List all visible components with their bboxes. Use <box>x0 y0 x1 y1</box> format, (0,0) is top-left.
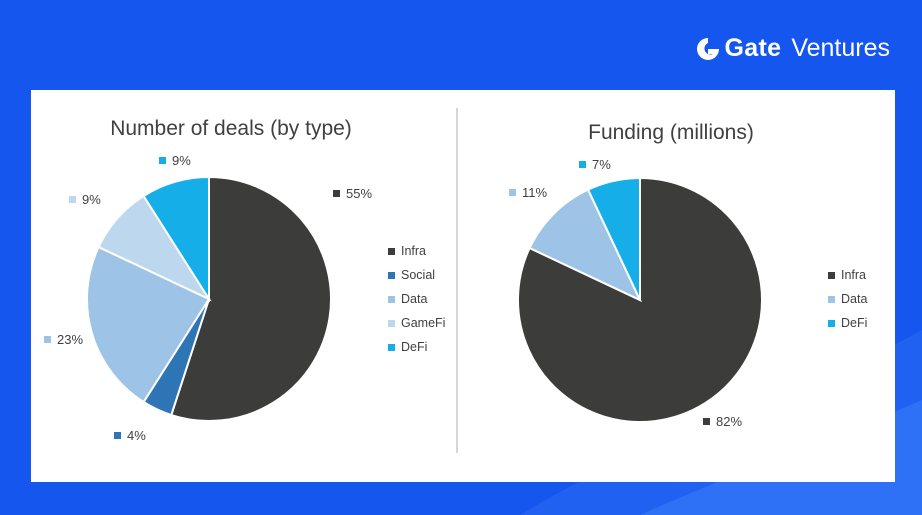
deals-chart-title: Number of deals (by type) <box>110 117 352 140</box>
deals-legend-label-gamefi: GameFi <box>401 316 446 330</box>
funding-data-label-data: 11% <box>509 185 547 200</box>
deals-data-label-data: 23% <box>44 332 83 347</box>
deals-data-label-marker-social <box>114 432 121 439</box>
funding-legend-item-infra: Infra <box>828 263 867 287</box>
deals-legend-item-infra: Infra <box>388 239 445 263</box>
deals-legend-swatch-social <box>388 271 395 279</box>
deals-legend-label-defi: DeFi <box>401 340 428 354</box>
deals-slice-data <box>86 245 211 404</box>
charts-panel: Number of deals (by type) Funding (milli… <box>31 90 895 482</box>
deals-data-label-gamefi: 9% <box>69 192 101 207</box>
funding-data-label-text-data: 11% <box>522 185 547 200</box>
deals-data-label-defi: 9% <box>159 153 191 168</box>
funding-legend-swatch-defi <box>828 319 835 327</box>
funding-legend-label-data: Data <box>841 292 868 306</box>
deals-data-label-text-data: 23% <box>57 332 83 347</box>
deals-legend-label-infra: Infra <box>401 244 427 258</box>
deals-slice-infra <box>170 175 332 422</box>
deals-legend-label-data: Data <box>401 292 428 306</box>
brand-name: Gate <box>724 34 782 62</box>
funding-legend-label-infra: Infra <box>841 268 867 282</box>
funding-slice-data <box>528 188 643 303</box>
funding-data-label-text-infra: 82% <box>716 414 742 429</box>
deals-legend-swatch-data <box>388 295 395 303</box>
brand-header: Gate Ventures <box>695 34 890 63</box>
funding-data-label-infra: 82% <box>703 414 742 429</box>
deals-legend: Infra Social Data GameFi DeFi <box>388 239 445 359</box>
deals-data-label-text-social: 4% <box>127 428 146 443</box>
brand-suffix: Ventures <box>791 34 890 62</box>
panel-divider <box>456 108 458 453</box>
deals-legend-item-gamefi: GameFi <box>388 311 445 335</box>
funding-legend-swatch-infra <box>828 271 835 279</box>
deals-data-label-social: 4% <box>114 428 146 443</box>
deals-data-label-text-defi: 9% <box>172 153 191 168</box>
deals-data-label-text-gamefi: 9% <box>82 192 101 207</box>
gate-logo-icon <box>696 37 719 60</box>
deals-legend-swatch-defi <box>388 343 395 351</box>
deals-pie-chart: 55% 4% 23% 9% 9% <box>44 153 372 443</box>
funding-data-label-marker-defi <box>579 161 586 168</box>
funding-legend-swatch-data <box>828 295 835 303</box>
deals-data-label-marker-gamefi <box>69 196 76 203</box>
funding-slice-defi <box>586 176 641 301</box>
funding-legend-item-data: Data <box>828 287 867 311</box>
deals-data-label-infra: 55% <box>333 186 372 201</box>
funding-data-label-text-defi: 7% <box>592 157 611 172</box>
deals-legend-swatch-gamefi <box>388 319 395 327</box>
funding-pie-chart: 82% 11% 7% <box>509 157 763 429</box>
deals-legend-label-social: Social <box>401 268 436 282</box>
deals-data-label-marker-data <box>44 336 51 343</box>
funding-legend-label-defi: DeFi <box>841 316 868 330</box>
deals-legend-item-defi: DeFi <box>388 335 445 359</box>
funding-data-label-defi: 7% <box>579 157 611 172</box>
funding-data-label-marker-infra <box>703 418 710 425</box>
deals-legend-item-social: Social <box>388 263 445 287</box>
deals-data-label-marker-infra <box>333 190 340 197</box>
deals-legend-item-data: Data <box>388 287 445 311</box>
deals-data-label-text-infra: 55% <box>346 186 372 201</box>
deals-legend-swatch-infra <box>388 247 395 255</box>
funding-legend-item-defi: DeFi <box>828 311 867 335</box>
funding-data-label-marker-data <box>509 189 516 196</box>
deals-slice-defi <box>142 175 210 303</box>
funding-legend: Infra Data DeFi <box>828 263 867 335</box>
deals-data-label-marker-defi <box>159 157 166 164</box>
funding-chart-title: Funding (millions) <box>588 121 754 144</box>
